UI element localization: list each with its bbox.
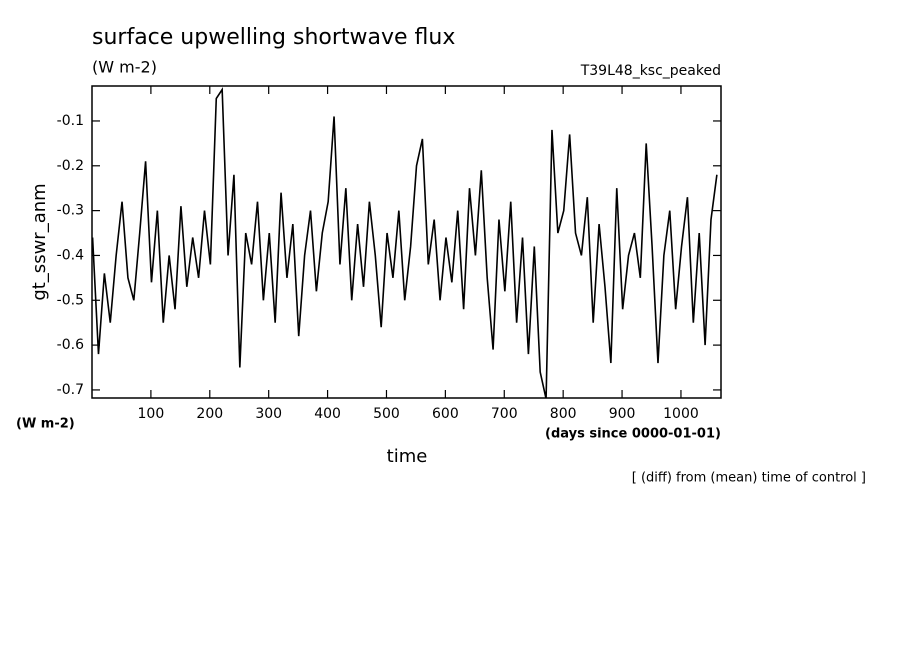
x-tick-label: 800 [550,406,577,422]
x-tick-label: 200 [196,406,223,422]
x-tick-label: 700 [491,406,518,422]
y-tick-label: -0.1 [57,113,84,129]
x-units: (days since 0000-01-01) [545,427,721,442]
y-tick-label: -0.5 [57,292,84,308]
y-tick-label: -0.3 [57,203,84,219]
x-tick-label: 600 [432,406,459,422]
y-tick-label: -0.6 [57,337,84,353]
experiment-label: T39L48_ksc_peaked [580,63,721,79]
subtitle: (W m-2) [92,58,157,77]
note: [ (diff) from (mean) time of control ] [632,471,866,486]
x-tick-label: 300 [255,406,282,422]
y-tick-label: -0.7 [57,382,84,398]
data-line [92,87,718,398]
x-tick-label: 400 [314,406,341,422]
y-units: (W m-2) [16,417,75,432]
chart-title: surface upwelling shortwave flux [92,25,455,50]
plot-frame [91,85,722,399]
x-tick-label: 900 [609,406,636,422]
x-tick-label: 100 [138,406,165,422]
y-axis-label: gt_sswr_anm [29,183,50,300]
y-tick-label: -0.2 [57,158,84,174]
y-tick-label: -0.4 [57,247,84,263]
x-tick-label: 500 [373,406,400,422]
x-axis-label: time [387,446,428,467]
x-tick-label: 1000 [663,406,699,422]
